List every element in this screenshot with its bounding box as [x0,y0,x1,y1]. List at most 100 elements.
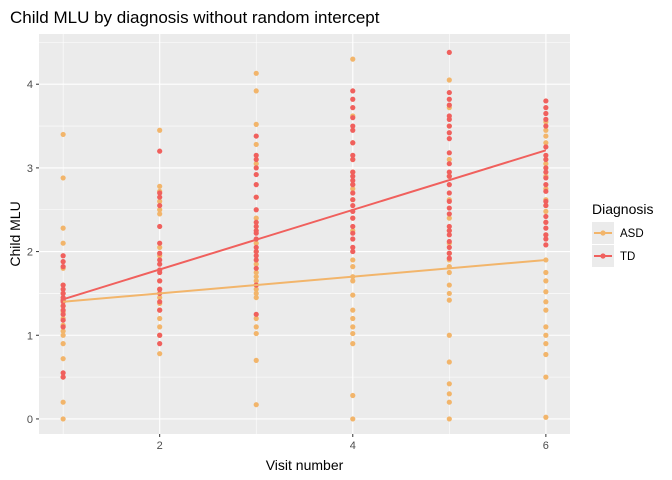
point-asd [543,140,549,146]
point-asd [157,198,163,204]
point-td [543,182,549,188]
point-asd [253,88,259,94]
point-asd [157,324,163,330]
point-td [253,171,259,178]
point-td [253,257,259,263]
y-tick-label: 2 [27,247,33,259]
point-td [350,223,356,230]
x-tick-label: 4 [350,440,356,452]
point-td [543,225,549,231]
y-tick-label: 1 [27,330,33,342]
y-axis-title: Child MLU [7,201,23,266]
y-tick-label: 4 [27,79,33,91]
point-asd [60,175,66,181]
point-td [446,169,452,175]
point-asd [543,299,549,305]
point-td [60,370,66,376]
point-td [157,278,163,284]
point-asd [60,416,66,422]
point-td [543,232,549,238]
point-asd [350,56,356,62]
point-td [446,116,452,122]
point-asd [350,416,356,422]
chart-title: Child MLU by diagnosis without random in… [10,8,380,27]
point-td [446,190,452,196]
point-td [60,303,66,309]
point-asd [253,324,259,330]
point-td [543,213,549,220]
point-td [543,98,549,104]
point-td [350,152,356,158]
point-td [350,190,356,196]
point-td [157,269,163,276]
point-td [253,311,259,317]
point-td [60,324,66,330]
point-td [543,123,549,129]
point-td [350,197,356,203]
point-td [350,230,356,236]
point-td [446,223,452,230]
point-td [157,332,163,338]
point-asd [543,161,549,167]
point-asd [350,264,356,270]
point-asd [543,127,549,133]
point-asd [60,240,66,246]
y-axis: 0 1 2 3 4 [27,79,39,426]
point-td [543,202,549,209]
point-asd [446,282,452,288]
point-asd [253,161,259,167]
point-asd [253,290,259,297]
point-asd [253,121,259,127]
point-td [543,219,549,225]
legend-key-td-point [600,253,606,259]
point-td [350,248,356,255]
point-td [350,173,356,179]
legend-key-asd-point [600,230,606,236]
point-td [350,140,356,146]
legend-label-asd: ASD [620,228,644,240]
point-td [446,49,452,56]
point-td [446,211,452,217]
point-asd [446,269,452,276]
point-td [157,341,163,347]
point-td [446,96,452,102]
point-td [350,156,356,163]
point-td [157,194,163,200]
point-td [157,257,163,263]
point-asd [446,399,452,405]
fit-line-asd [63,258,546,303]
point-asd [350,392,356,399]
point-asd [157,294,163,301]
point-td [60,264,66,270]
point-asd [60,225,66,231]
point-asd [253,286,259,292]
legend: Diagnosis ASD TD [592,201,653,267]
point-asd [543,324,549,330]
fit-line-td [62,149,547,301]
point-asd [60,341,66,347]
point-asd [446,297,452,303]
point-td [60,311,66,317]
point-td [446,161,452,167]
x-axis: 2 4 6 [157,434,549,452]
point-td [543,188,549,194]
x-tick-label: 6 [543,440,549,452]
point-td [157,261,163,267]
point-asd [157,244,163,250]
point-td [350,202,356,209]
legend-title: Diagnosis [592,201,653,217]
point-td [60,286,66,292]
point-asd [157,207,163,213]
point-asd [253,315,259,322]
point-td [350,182,356,188]
point-asd [157,211,163,217]
point-td [157,286,163,292]
legend-label-td: TD [620,251,635,263]
x-tick-label: 2 [157,440,163,452]
point-asd [157,127,163,133]
point-td [446,182,452,188]
point-asd [543,208,549,215]
point-asd [60,328,66,334]
point-td [60,307,66,313]
point-td [60,259,66,265]
